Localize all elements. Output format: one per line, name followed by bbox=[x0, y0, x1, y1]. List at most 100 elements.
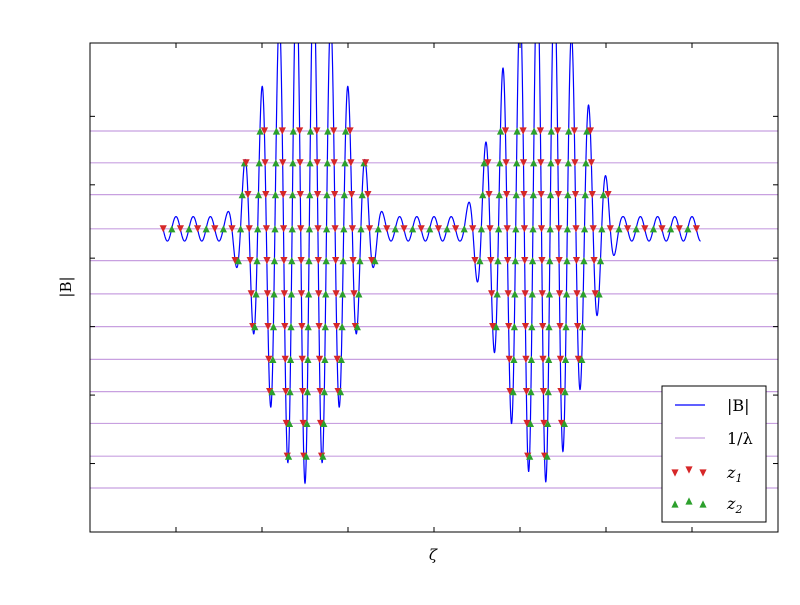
z1-marker-7-6 bbox=[315, 355, 324, 363]
z1-marker-5-14 bbox=[488, 290, 496, 298]
z1-marker-4-26 bbox=[538, 257, 546, 265]
z2-marker-0-20 bbox=[565, 127, 573, 135]
z2-marker-0-12 bbox=[496, 127, 505, 135]
z1-marker-1-13 bbox=[347, 159, 355, 167]
z2-marker-3-41 bbox=[512, 225, 520, 233]
z1-marker-7-2 bbox=[281, 355, 289, 363]
z2-marker-4-25 bbox=[528, 257, 537, 265]
z2-marker-3-51 bbox=[598, 225, 606, 233]
z2-marker-8-7 bbox=[320, 388, 328, 396]
z2-marker-4-9 bbox=[305, 257, 313, 265]
z1-marker-1-5 bbox=[279, 159, 287, 167]
z1-marker-8-4 bbox=[299, 388, 307, 396]
z1-marker-3-48 bbox=[572, 225, 580, 233]
z1-marker-2-23 bbox=[537, 190, 545, 199]
z1-marker-4-30 bbox=[572, 257, 581, 265]
z2-marker-3-53 bbox=[615, 225, 623, 233]
z2-marker-0-16 bbox=[530, 127, 538, 135]
z2-marker-0-6 bbox=[306, 127, 315, 135]
z2-marker-6-11 bbox=[338, 323, 346, 331]
z1-marker-6-14 bbox=[489, 323, 497, 331]
z2-marker-4-33 bbox=[596, 257, 605, 265]
z2-marker-0-14 bbox=[513, 127, 521, 135]
z2-marker-6-13 bbox=[353, 323, 361, 331]
z2-marker-1-22 bbox=[530, 159, 538, 167]
z1-marker-2-11 bbox=[331, 190, 339, 199]
z2-marker-7-13 bbox=[527, 355, 535, 363]
z1-marker-4-6 bbox=[280, 257, 288, 265]
z1-marker-8-14 bbox=[539, 388, 548, 396]
z1-marker-3-30 bbox=[417, 225, 425, 233]
z2-marker-5-21 bbox=[545, 290, 554, 298]
z1-marker-8-12 bbox=[522, 388, 531, 396]
z1-marker-3-4 bbox=[194, 225, 202, 233]
z2-marker-7-3 bbox=[286, 355, 295, 363]
z2-marker-5-13 bbox=[355, 290, 363, 298]
z2-marker-6-17 bbox=[510, 323, 519, 331]
z1-marker-3-38 bbox=[486, 225, 494, 233]
z2-marker-5-1 bbox=[252, 290, 260, 298]
z1-marker-6-4 bbox=[281, 323, 289, 331]
z2-marker-4-19 bbox=[476, 257, 484, 265]
z2-marker-7-15 bbox=[545, 355, 553, 363]
z2-marker-5-5 bbox=[287, 290, 296, 298]
z2-marker-3-55 bbox=[632, 225, 640, 233]
z1-marker-3-12 bbox=[262, 225, 271, 233]
z1-marker-2-29 bbox=[588, 190, 596, 199]
z1-marker-3-42 bbox=[520, 225, 529, 233]
z1-marker-3-44 bbox=[537, 225, 546, 233]
z1-marker-5-2 bbox=[263, 290, 272, 298]
z1-marker-7-4 bbox=[298, 355, 306, 363]
z1-marker-9-4 bbox=[316, 419, 325, 428]
z2-marker-5-25 bbox=[579, 290, 587, 298]
legend-label-z2: z2 bbox=[726, 494, 742, 516]
z1-marker-6-22 bbox=[556, 323, 564, 331]
z2-marker-3-61 bbox=[684, 225, 692, 233]
z2-marker-6-19 bbox=[528, 323, 536, 331]
z1-marker-3-22 bbox=[348, 225, 357, 233]
legend-z1-marker-1 bbox=[685, 466, 693, 474]
z1-marker-2-21 bbox=[520, 190, 528, 199]
z1-marker-7-0 bbox=[265, 355, 273, 363]
z2-marker-3-31 bbox=[426, 225, 434, 233]
z1-marker-3-20 bbox=[331, 225, 339, 233]
z2-marker-3-13 bbox=[271, 225, 279, 233]
z2-marker-1-24 bbox=[547, 159, 555, 167]
z1-marker-8-6 bbox=[316, 388, 324, 396]
z1-marker-3-34 bbox=[452, 225, 460, 233]
z1-marker-3-54 bbox=[624, 225, 632, 233]
z2-marker-5-9 bbox=[322, 290, 330, 298]
z1-marker-5-0 bbox=[247, 290, 255, 298]
z1-marker-3-36 bbox=[469, 225, 477, 233]
z2-marker-2-26 bbox=[564, 190, 572, 199]
z1-marker-3-32 bbox=[434, 225, 443, 233]
z1-marker-5-26 bbox=[591, 290, 599, 298]
z1-marker-4-24 bbox=[521, 257, 529, 265]
z1-marker-8-16 bbox=[557, 388, 565, 396]
z1-marker-2-31 bbox=[604, 190, 612, 199]
z1-marker-7-16 bbox=[556, 355, 565, 363]
z2-marker-3-9 bbox=[237, 225, 245, 233]
z1-marker-4-8 bbox=[297, 257, 305, 265]
z2-marker-5-11 bbox=[339, 290, 347, 298]
z2-marker-7-17 bbox=[561, 355, 570, 363]
z2-marker-3-59 bbox=[667, 225, 675, 233]
z1-marker-0-3 bbox=[278, 127, 286, 135]
z2-marker-8-11 bbox=[509, 388, 517, 396]
z2-marker-10-5 bbox=[319, 452, 327, 460]
legend: |B| 1/λ z1 z2 bbox=[661, 385, 767, 523]
z1-marker-9-2 bbox=[299, 419, 307, 428]
z2-marker-10-3 bbox=[302, 452, 310, 460]
z1-marker-0-19 bbox=[554, 127, 562, 135]
z2-marker-2-12 bbox=[340, 190, 348, 199]
z2-marker-4-17 bbox=[371, 257, 379, 265]
z2-marker-1-12 bbox=[341, 159, 349, 167]
z2-marker-2-8 bbox=[306, 190, 314, 199]
z1-marker-9-0 bbox=[282, 419, 290, 428]
z1-marker-0-1 bbox=[260, 127, 269, 135]
z1-marker-8-2 bbox=[282, 388, 290, 396]
legend-swatch-z1 bbox=[671, 466, 707, 477]
z2-marker-1-20 bbox=[513, 159, 521, 167]
z2-marker-2-22 bbox=[529, 190, 537, 199]
